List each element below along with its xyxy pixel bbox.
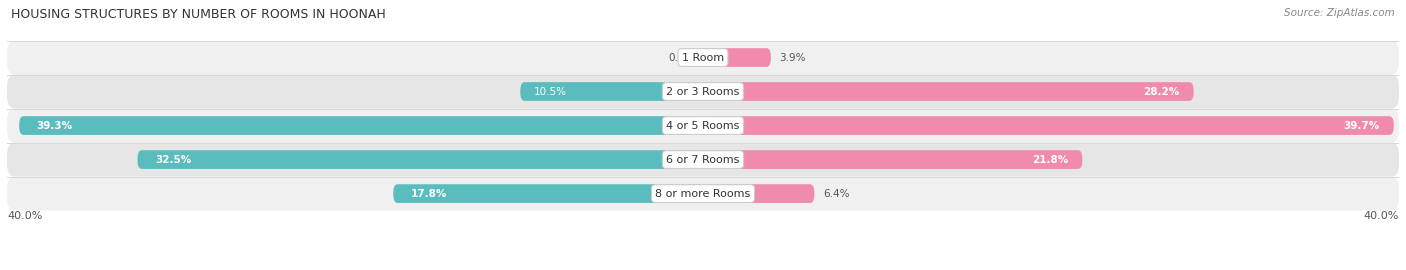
FancyBboxPatch shape (20, 116, 703, 135)
Text: 32.5%: 32.5% (155, 154, 191, 165)
FancyBboxPatch shape (7, 75, 1399, 109)
Text: 28.2%: 28.2% (1143, 86, 1180, 97)
FancyBboxPatch shape (394, 184, 703, 203)
FancyBboxPatch shape (703, 48, 770, 67)
Text: 10.5%: 10.5% (534, 86, 567, 97)
FancyBboxPatch shape (703, 150, 1083, 169)
Text: 6.4%: 6.4% (823, 188, 849, 199)
Text: 1 Room: 1 Room (682, 52, 724, 63)
FancyBboxPatch shape (7, 40, 1399, 75)
Text: 3.9%: 3.9% (779, 52, 806, 63)
FancyBboxPatch shape (703, 116, 1393, 135)
Text: 39.7%: 39.7% (1344, 120, 1379, 131)
FancyBboxPatch shape (703, 82, 1194, 101)
Text: 6 or 7 Rooms: 6 or 7 Rooms (666, 154, 740, 165)
Text: 40.0%: 40.0% (1364, 211, 1399, 221)
Text: 21.8%: 21.8% (1032, 154, 1069, 165)
FancyBboxPatch shape (520, 82, 703, 101)
FancyBboxPatch shape (7, 109, 1399, 143)
Text: 40.0%: 40.0% (7, 211, 42, 221)
Text: HOUSING STRUCTURES BY NUMBER OF ROOMS IN HOONAH: HOUSING STRUCTURES BY NUMBER OF ROOMS IN… (11, 8, 387, 21)
Text: Source: ZipAtlas.com: Source: ZipAtlas.com (1284, 8, 1395, 18)
Text: 2 or 3 Rooms: 2 or 3 Rooms (666, 86, 740, 97)
Text: 39.3%: 39.3% (37, 120, 73, 131)
FancyBboxPatch shape (7, 143, 1399, 177)
FancyBboxPatch shape (703, 184, 814, 203)
Text: 8 or more Rooms: 8 or more Rooms (655, 188, 751, 199)
Text: 17.8%: 17.8% (411, 188, 447, 199)
FancyBboxPatch shape (138, 150, 703, 169)
Text: 0.0%: 0.0% (668, 52, 695, 63)
FancyBboxPatch shape (7, 177, 1399, 211)
Text: 4 or 5 Rooms: 4 or 5 Rooms (666, 120, 740, 131)
